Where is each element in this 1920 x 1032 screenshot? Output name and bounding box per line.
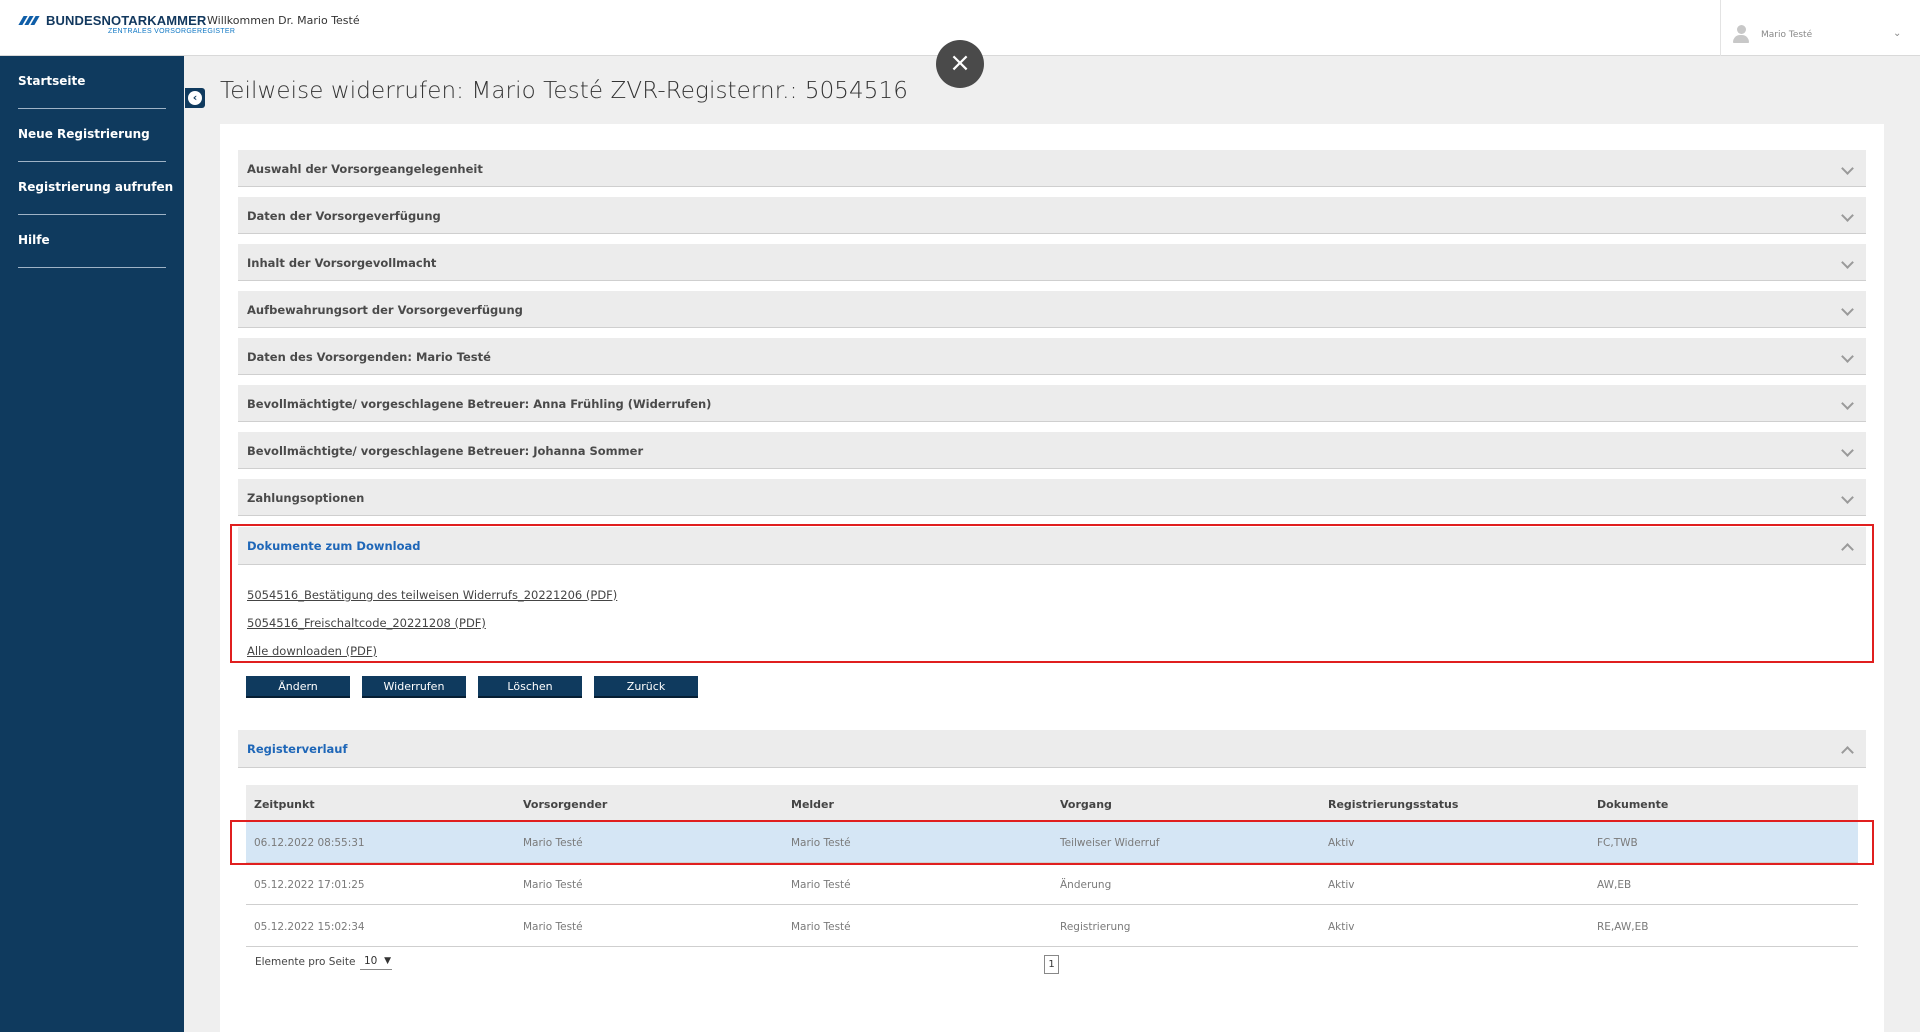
chevron-down-icon [1841, 350, 1854, 363]
table-row[interactable]: 05.12.2022 15:02:34 Mario Testé Mario Te… [246, 906, 1858, 947]
download-link-freischaltcode[interactable]: 5054516_Freischaltcode_20221208 (PDF) [247, 616, 486, 630]
accordion-daten-verfuegung[interactable]: Daten der Vorsorgeverfügung [238, 197, 1866, 234]
accordion-registerverlauf[interactable]: Registerverlauf [238, 730, 1866, 768]
logo-stripes-icon [18, 16, 42, 25]
cell-status: Aktiv [1328, 921, 1355, 933]
cell-vorsorgender: Mario Testé [523, 837, 583, 849]
column-header-melder[interactable]: Melder [791, 798, 834, 811]
chevron-down-icon [1841, 209, 1854, 222]
accordion-betreuer-sommer[interactable]: Bevollmächtigte/ vorgeschlagene Betreuer… [238, 432, 1866, 469]
chevron-down-icon: ⌄ [1893, 28, 1902, 39]
chevron-up-icon [1841, 543, 1854, 556]
per-page-select[interactable]: 10 ▼ [360, 953, 392, 970]
user-icon [1733, 25, 1749, 43]
revoke-button[interactable]: Widerrufen [362, 676, 466, 698]
sidebar-item-hilfe[interactable]: Hilfe [18, 215, 166, 268]
cell-vorsorgender: Mario Testé [523, 879, 583, 891]
cell-vorgang: Registrierung [1060, 921, 1131, 933]
sidebar-item-startseite[interactable]: Startseite [18, 56, 166, 109]
accordion-auswahl[interactable]: Auswahl der Vorsorgeangelegenheit [238, 150, 1866, 187]
chevron-left-icon: ‹ [188, 91, 202, 105]
accordion-aufbewahrungsort[interactable]: Aufbewahrungsort der Vorsorgeverfügung [238, 291, 1866, 328]
cell-vorsorgender: Mario Testé [523, 921, 583, 933]
accordion-inhalt-vollmacht[interactable]: Inhalt der Vorsorgevollmacht [238, 244, 1866, 281]
table-row[interactable]: 05.12.2022 17:01:25 Mario Testé Mario Te… [246, 864, 1858, 905]
close-button[interactable]: × [936, 40, 984, 88]
chevron-down-icon [1841, 397, 1854, 410]
chevron-up-icon [1841, 746, 1854, 759]
page-number-button[interactable]: 1 [1044, 955, 1059, 974]
brand-subtitle: ZENTRALES VORSORGEREGISTER [108, 28, 236, 35]
accordion-label: Registerverlauf [247, 742, 348, 756]
cell-dokumente: FC,TWB [1597, 837, 1638, 849]
cell-zeitpunkt: 06.12.2022 08:55:31 [254, 837, 365, 849]
accordion-label: Bevollmächtigte/ vorgeschlagene Betreuer… [247, 397, 712, 411]
chevron-down-icon [1841, 256, 1854, 269]
cell-melder: Mario Testé [791, 879, 851, 891]
sidebar-item-neue-registrierung[interactable]: Neue Registrierung [18, 109, 166, 162]
brand-name: BUNDESNOTARKAMMER [46, 13, 207, 28]
accordion-label: Aufbewahrungsort der Vorsorgeverfügung [247, 303, 523, 317]
chevron-down-icon [1841, 444, 1854, 457]
column-header-zeitpunkt[interactable]: Zeitpunkt [254, 798, 315, 811]
column-header-vorgang[interactable]: Vorgang [1060, 798, 1112, 811]
accordion-label: Daten des Vorsorgenden: Mario Testé [247, 350, 491, 364]
cell-status: Aktiv [1328, 879, 1355, 891]
sidebar-item-registrierung-aufrufen[interactable]: Registrierung aufrufen [18, 162, 173, 215]
download-link-bestaetigung[interactable]: 5054516_Bestätigung des teilweisen Wider… [247, 588, 618, 602]
chevron-down-icon: ▼ [384, 956, 391, 966]
delete-button[interactable]: Löschen [478, 676, 582, 698]
accordion-label: Inhalt der Vorsorgevollmacht [247, 256, 437, 270]
user-name: Mario Testé [1761, 30, 1813, 40]
accordion-dokumente-download[interactable]: Dokumente zum Download [238, 527, 1866, 565]
column-header-status[interactable]: Registrierungsstatus [1328, 798, 1459, 811]
per-page-value: 10 [364, 955, 378, 967]
per-page-label: Elemente pro Seite [255, 956, 356, 968]
cell-dokumente: RE,AW,EB [1597, 921, 1649, 933]
accordion-label: Bevollmächtigte/ vorgeschlagene Betreuer… [247, 444, 644, 458]
accordion-label: Auswahl der Vorsorgeangelegenheit [247, 162, 483, 176]
back-button[interactable]: Zurück [594, 676, 698, 698]
sidebar-collapse-button[interactable]: ‹ [185, 88, 205, 108]
column-header-vorsorgender[interactable]: Vorsorgender [523, 798, 608, 811]
download-all-link[interactable]: Alle downloaden (PDF) [247, 644, 377, 658]
cell-vorgang: Teilweiser Widerruf [1060, 837, 1160, 849]
user-menu[interactable]: Mario Testé ⌄ [1720, 0, 1920, 56]
sidebar: Startseite Neue Registrierung Registrier… [0, 56, 184, 1032]
accordion-zahlungsoptionen[interactable]: Zahlungsoptionen [238, 479, 1866, 516]
cell-melder: Mario Testé [791, 921, 851, 933]
chevron-down-icon [1841, 162, 1854, 175]
accordion-label: Daten der Vorsorgeverfügung [247, 209, 441, 223]
accordion-label: Dokumente zum Download [247, 539, 421, 553]
cell-vorgang: Änderung [1060, 879, 1112, 891]
chevron-down-icon [1841, 491, 1854, 504]
table-row[interactable]: 06.12.2022 08:55:31 Mario Testé Mario Te… [246, 822, 1858, 863]
cell-dokumente: AW,EB [1597, 879, 1632, 891]
chevron-down-icon [1841, 303, 1854, 316]
change-button[interactable]: Ändern [246, 676, 350, 698]
cell-melder: Mario Testé [791, 837, 851, 849]
accordion-vorsorgender[interactable]: Daten des Vorsorgenden: Mario Testé [238, 338, 1866, 375]
welcome-text: Willkommen Dr. Mario Testé [207, 14, 360, 27]
cell-zeitpunkt: 05.12.2022 15:02:34 [254, 921, 365, 933]
column-header-dokumente[interactable]: Dokumente [1597, 798, 1669, 811]
cell-zeitpunkt: 05.12.2022 17:01:25 [254, 879, 365, 891]
cell-status: Aktiv [1328, 837, 1355, 849]
accordion-label: Zahlungsoptionen [247, 491, 365, 505]
table-header: Zeitpunkt Vorsorgender Melder Vorgang Re… [246, 785, 1858, 821]
accordion-betreuer-fruehling[interactable]: Bevollmächtigte/ vorgeschlagene Betreuer… [238, 385, 1866, 422]
page-title: Teilweise widerrufen: Mario Testé ZVR-Re… [220, 78, 908, 104]
